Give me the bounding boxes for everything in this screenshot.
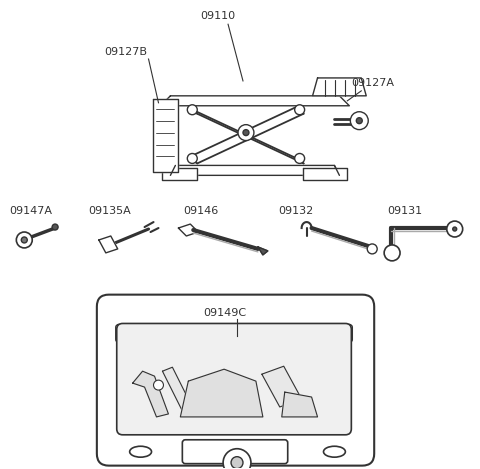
Circle shape (187, 153, 197, 163)
Polygon shape (180, 369, 263, 417)
Circle shape (238, 125, 254, 141)
Text: 09149C: 09149C (203, 308, 246, 318)
Polygon shape (162, 367, 194, 415)
Circle shape (295, 153, 305, 163)
Text: 09135A: 09135A (88, 206, 131, 216)
Text: 09146: 09146 (183, 206, 218, 216)
Polygon shape (162, 168, 197, 180)
Circle shape (295, 105, 305, 115)
Circle shape (16, 232, 32, 248)
Polygon shape (262, 366, 301, 407)
FancyBboxPatch shape (116, 325, 352, 342)
Polygon shape (282, 392, 318, 417)
Polygon shape (99, 236, 118, 253)
Text: 09131: 09131 (387, 206, 422, 216)
Polygon shape (179, 224, 198, 236)
Text: 09127B: 09127B (104, 47, 147, 57)
Ellipse shape (324, 446, 346, 457)
Circle shape (350, 112, 368, 129)
Polygon shape (258, 247, 268, 255)
Polygon shape (170, 166, 339, 175)
Polygon shape (302, 168, 348, 180)
Circle shape (384, 245, 400, 261)
Circle shape (243, 129, 249, 136)
Ellipse shape (130, 446, 152, 457)
Text: 09132: 09132 (278, 206, 313, 216)
Text: 09110: 09110 (200, 11, 235, 21)
Text: 09147A: 09147A (10, 206, 52, 216)
Circle shape (223, 449, 251, 469)
FancyBboxPatch shape (117, 324, 351, 435)
Circle shape (21, 237, 27, 243)
Polygon shape (132, 371, 168, 417)
FancyBboxPatch shape (97, 295, 374, 466)
Circle shape (367, 244, 377, 254)
Text: 09127A: 09127A (351, 78, 395, 88)
Circle shape (453, 227, 456, 231)
Polygon shape (160, 96, 349, 106)
Circle shape (231, 457, 243, 469)
FancyBboxPatch shape (182, 440, 288, 464)
Circle shape (187, 105, 197, 115)
Polygon shape (312, 78, 366, 96)
Circle shape (356, 118, 362, 124)
Circle shape (154, 380, 164, 390)
Circle shape (447, 221, 463, 237)
Polygon shape (153, 99, 179, 173)
Circle shape (52, 224, 58, 230)
